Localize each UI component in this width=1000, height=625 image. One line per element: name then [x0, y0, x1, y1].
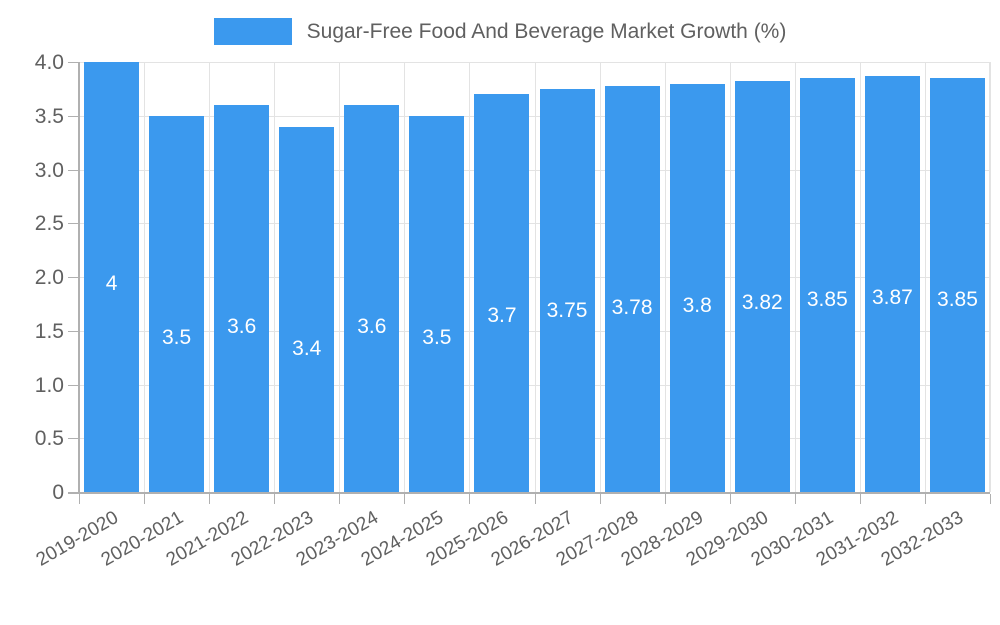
- gridline-x: [665, 62, 666, 492]
- gridline-y: [79, 438, 990, 440]
- bar[interactable]: [669, 83, 725, 492]
- y-axis-label: 1.0: [34, 373, 64, 397]
- gridline-y: [79, 277, 990, 278]
- legend-color-swatch: [213, 17, 292, 45]
- bar[interactable]: [84, 62, 140, 492]
- x-axis-tick: [925, 494, 926, 504]
- x-axis-tick: [535, 494, 536, 504]
- gridline-x: [860, 62, 861, 492]
- y-axis-label: 0.5: [34, 427, 64, 451]
- y-axis-tick: [68, 384, 78, 386]
- x-axis-tick: [209, 494, 210, 504]
- gridline-x: [535, 62, 536, 492]
- y-axis-label: 3.0: [34, 158, 64, 182]
- bar[interactable]: [279, 126, 335, 492]
- gridline-x: [404, 62, 405, 492]
- x-axis-tick: [990, 494, 991, 504]
- y-axis-tick: [68, 438, 78, 440]
- x-axis-tick: [665, 494, 666, 504]
- x-axis-tick: [795, 494, 796, 504]
- x-axis-tick: [404, 494, 405, 504]
- y-axis-tick: [68, 115, 78, 117]
- gridline-y: [79, 169, 990, 171]
- gridline-x: [730, 62, 731, 492]
- gridline-x: [144, 62, 145, 492]
- y-axis-tick: [68, 62, 78, 63]
- y-axis-label: 2.5: [34, 212, 64, 236]
- y-axis-tick: [68, 169, 78, 171]
- gridline-x: [990, 62, 991, 492]
- y-axis-label: 1.5: [34, 319, 64, 343]
- bar[interactable]: [344, 105, 400, 492]
- y-axis-label: 0: [52, 481, 64, 504]
- gridline-x: [339, 62, 340, 492]
- gridline-x: [925, 62, 926, 492]
- x-axis-tick: [600, 494, 601, 504]
- legend-label: Sugar-Free Food And Beverage Market Grow…: [306, 19, 787, 43]
- x-axis-tick: [79, 494, 80, 504]
- x-axis-line: [68, 492, 990, 494]
- bar[interactable]: [409, 115, 465, 492]
- gridline-x: [795, 62, 796, 492]
- gridline-x: [209, 62, 210, 492]
- y-axis-tick: [68, 223, 78, 225]
- bar-chart: Sugar-Free Food And Beverage Market Grow…: [0, 14, 1000, 571]
- bar[interactable]: [604, 85, 660, 492]
- gridline-y: [79, 384, 990, 386]
- bar[interactable]: [734, 81, 790, 492]
- y-axis-tick: [68, 492, 78, 493]
- x-axis-tick: [144, 494, 145, 504]
- y-axis-tick: [68, 330, 78, 332]
- gridline-x: [469, 62, 470, 492]
- x-axis-tick: [274, 494, 275, 504]
- y-axis-label: 4.0: [34, 51, 64, 74]
- y-axis-tick: [68, 277, 78, 278]
- x-axis-tick: [339, 494, 340, 504]
- bar[interactable]: [539, 88, 595, 492]
- chart-legend[interactable]: Sugar-Free Food And Beverage Market Grow…: [0, 14, 1000, 48]
- gridline-x: [274, 62, 275, 492]
- y-axis-label: 3.5: [34, 104, 64, 128]
- gridline-y: [79, 62, 990, 63]
- plot-area: 4 3.5 3.6 3.4 3.6 3.5 3.7 3.75 3.78 3.8 3.82 3.85 3.…: [79, 62, 991, 493]
- x-axis-tick: [469, 494, 470, 504]
- gridline-y: [79, 330, 990, 332]
- y-axis-label: 2.0: [34, 266, 64, 289]
- gridline-x: [600, 62, 601, 492]
- bar[interactable]: [799, 78, 855, 492]
- x-axis-tick: [730, 494, 731, 504]
- gridline-y: [79, 115, 990, 117]
- plot-right-border: [989, 62, 990, 492]
- bar[interactable]: [214, 105, 270, 492]
- x-axis-tick: [860, 494, 861, 504]
- bar[interactable]: [474, 94, 530, 492]
- y-axis-line: [78, 62, 80, 493]
- bar[interactable]: [149, 115, 205, 492]
- bar[interactable]: [929, 78, 985, 492]
- gridline-y: [79, 223, 990, 225]
- bar[interactable]: [864, 75, 920, 492]
